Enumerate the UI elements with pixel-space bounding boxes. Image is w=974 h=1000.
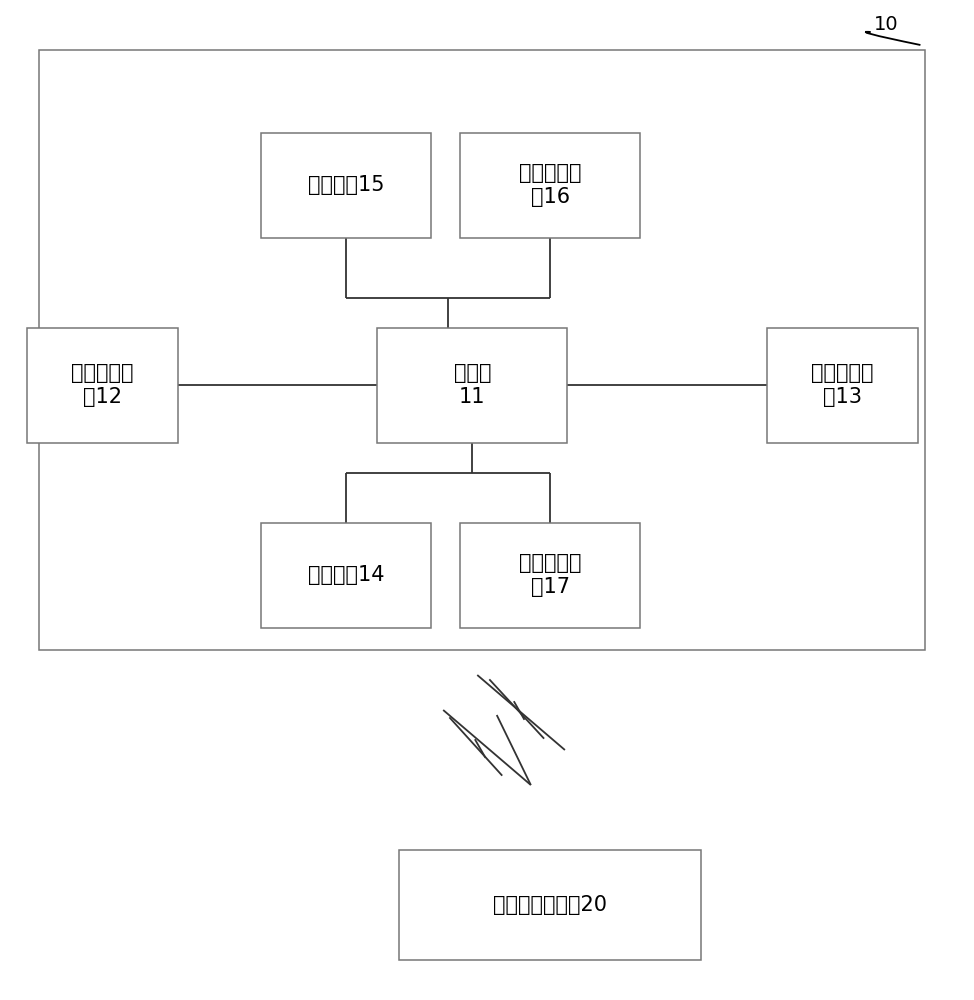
- FancyBboxPatch shape: [460, 133, 641, 237]
- Text: 定位模块14: 定位模块14: [308, 565, 384, 585]
- Text: 10: 10: [874, 15, 898, 34]
- FancyBboxPatch shape: [377, 328, 567, 442]
- FancyBboxPatch shape: [260, 133, 431, 237]
- Text: 第二采集模
块13: 第二采集模 块13: [811, 363, 874, 407]
- FancyBboxPatch shape: [260, 522, 431, 628]
- FancyBboxPatch shape: [26, 328, 177, 442]
- FancyBboxPatch shape: [768, 328, 918, 442]
- FancyBboxPatch shape: [460, 522, 641, 628]
- FancyBboxPatch shape: [399, 850, 701, 960]
- Text: 碰撞感应模
块16: 碰撞感应模 块16: [519, 163, 581, 207]
- Text: 第一采集模
块12: 第一采集模 块12: [71, 363, 133, 407]
- Text: 存储模块15: 存储模块15: [308, 175, 384, 195]
- Text: 无线传输模
块17: 无线传输模 块17: [519, 553, 581, 597]
- FancyBboxPatch shape: [39, 50, 925, 650]
- Text: 处理器
11: 处理器 11: [454, 363, 491, 407]
- Text: 车联网数据中心20: 车联网数据中心20: [493, 895, 608, 915]
